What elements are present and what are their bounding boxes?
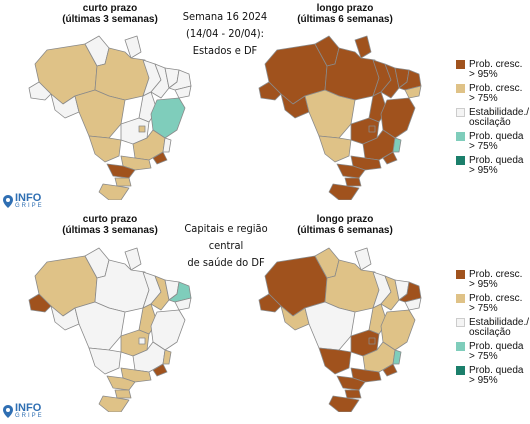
legend-label: Prob. queda > 95% <box>469 365 524 386</box>
legend-bottom: Prob. cresc. > 95% Prob. cresc. > 75% Es… <box>456 270 529 390</box>
region-espirito-santo <box>162 349 172 365</box>
legend-swatch <box>456 270 465 279</box>
region-alagoas-sergipe <box>404 297 422 311</box>
location-pin-icon <box>3 195 13 208</box>
top-center-title: Semana 16 2024 (14/04 - 20/04): Estados … <box>182 10 268 57</box>
legend-label: Prob. queda > 75% <box>469 341 524 362</box>
region-amapa <box>354 247 372 271</box>
region-amapa <box>354 35 372 59</box>
logo-sub: GRIPE <box>15 413 44 419</box>
region-df <box>138 337 146 345</box>
bottom-short-title: curto prazo (últimas 3 semanas) <box>62 214 158 236</box>
legend-label: Prob. queda > 75% <box>469 131 524 152</box>
region-rio-de-janeiro <box>382 151 398 165</box>
region-acre <box>28 293 52 313</box>
top-long-title: longo prazo (últimas 6 semanas) <box>297 3 393 25</box>
legend-swatch <box>456 84 465 93</box>
region-df <box>368 337 376 345</box>
region-rio-grande-do-sul <box>98 183 130 200</box>
region-santa-catarina <box>344 389 362 399</box>
legend-item: Prob. queda > 95% <box>456 366 529 386</box>
region-df <box>138 125 146 133</box>
region-alagoas-sergipe <box>174 85 192 99</box>
legend-item: Prob. queda > 95% <box>456 156 529 176</box>
region-espirito-santo <box>162 137 172 153</box>
legend-label: Prob. cresc. > 95% <box>469 59 523 80</box>
legend-label: Estabilidade./ oscilação <box>469 107 530 128</box>
legend-item: Prob. cresc. > 75% <box>456 294 529 314</box>
region-acre <box>258 293 282 313</box>
region-bahia <box>150 97 186 139</box>
region-santa-catarina <box>114 177 132 187</box>
region-acre <box>28 81 52 101</box>
map-capitals-short-term <box>28 247 192 412</box>
legend-swatch <box>456 108 465 117</box>
region-rio-grande-do-sul <box>328 395 360 412</box>
region-acre <box>258 81 282 101</box>
legend-swatch <box>456 132 465 141</box>
region-santa-catarina <box>114 389 132 399</box>
bottom-long-title: longo prazo (últimas 6 semanas) <box>297 214 393 236</box>
legend-item: Prob. queda > 75% <box>456 342 529 362</box>
logo-name: INFO <box>15 192 42 204</box>
legend-label: Prob. cresc. > 95% <box>469 269 523 290</box>
legend-swatch <box>456 318 465 327</box>
region-alagoas-sergipe <box>404 85 422 99</box>
region-rio-de-janeiro <box>152 151 168 165</box>
region-bahia <box>380 97 416 139</box>
region-espirito-santo <box>392 137 402 153</box>
region-bahia <box>150 309 186 351</box>
top-short-title: curto prazo (últimas 3 semanas) <box>62 3 158 25</box>
logo-name: INFO <box>15 402 42 414</box>
region-rio-de-janeiro <box>382 363 398 377</box>
legend-swatch <box>456 366 465 375</box>
region-mato-grosso-do-sul <box>88 135 122 163</box>
infogripe-logo-top: INFO GRIPE <box>3 192 44 209</box>
region-mato-grosso-do-sul <box>318 135 352 163</box>
region-mato-grosso-do-sul <box>88 347 122 375</box>
legend-item: Prob. cresc. > 75% <box>456 84 529 104</box>
legend-label: Prob. cresc. > 75% <box>469 293 523 314</box>
map-states-short-term <box>28 35 192 200</box>
region-rio-de-janeiro <box>152 363 168 377</box>
legend-swatch <box>456 60 465 69</box>
region-bahia <box>380 309 416 351</box>
region-mato-grosso-do-sul <box>318 347 352 375</box>
region-santa-catarina <box>344 177 362 187</box>
legend-label: Prob. cresc. > 75% <box>469 83 523 104</box>
legend-item: Prob. queda > 75% <box>456 132 529 152</box>
legend-label: Prob. queda > 95% <box>469 155 524 176</box>
region-parana <box>336 163 366 179</box>
legend-item: Estabilidade./ oscilação <box>456 318 529 338</box>
region-parana <box>106 375 136 391</box>
legend-label: Estabilidade./ oscilação <box>469 317 530 338</box>
logo-sub: GRIPE <box>15 203 44 209</box>
infogripe-logo-bottom: INFO GRIPE <box>3 402 44 419</box>
region-espirito-santo <box>392 349 402 365</box>
legend-item: Prob. cresc. > 95% <box>456 60 529 80</box>
region-amapa <box>124 247 142 271</box>
location-pin-icon <box>3 405 13 418</box>
legend-swatch <box>456 156 465 165</box>
map-states-long-term <box>258 35 422 200</box>
legend-swatch <box>456 294 465 303</box>
bottom-center-title: Capitais e região central de saúde do DF <box>184 222 268 269</box>
region-alagoas-sergipe <box>174 297 192 311</box>
legend-item: Prob. cresc. > 95% <box>456 270 529 290</box>
region-rio-grande-do-sul <box>328 183 360 200</box>
region-rio-grande-do-sul <box>98 395 130 412</box>
region-parana <box>106 163 136 179</box>
region-parana <box>336 375 366 391</box>
region-amapa <box>124 35 142 59</box>
region-df <box>368 125 376 133</box>
legend-item: Estabilidade./ oscilação <box>456 108 529 128</box>
map-capitals-long-term <box>258 247 422 412</box>
legend-top: Prob. cresc. > 95% Prob. cresc. > 75% Es… <box>456 60 529 180</box>
legend-swatch <box>456 342 465 351</box>
